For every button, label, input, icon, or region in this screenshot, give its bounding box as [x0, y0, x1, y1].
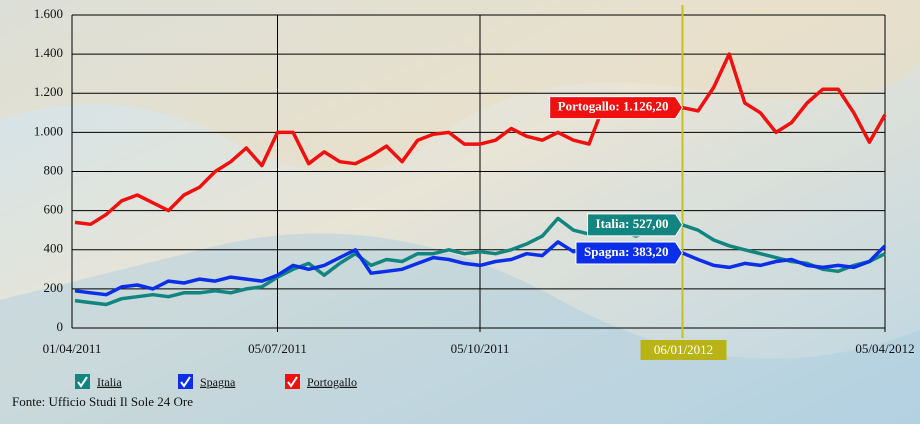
legend-label[interactable]: Spagna — [200, 375, 236, 389]
legend-label[interactable]: Portogallo — [307, 375, 357, 389]
y-tick-label: 1.400 — [34, 45, 63, 60]
legend-checkbox[interactable] — [75, 374, 90, 389]
source-note: Fonte: Ufficio Studi Il Sole 24 Ore — [12, 394, 193, 409]
tooltip-text: Italia: 527,00 — [596, 216, 669, 231]
legend-item[interactable]: Italia — [75, 374, 122, 389]
y-tick-label: 1.600 — [34, 6, 63, 21]
chart: Fonte: Ufficio Studi Il Sole 24 Ore 0 200… — [0, 0, 920, 424]
tooltip: Spagna: 383,20 — [576, 242, 683, 264]
y-tick-label: 800 — [44, 162, 64, 177]
legend-item[interactable]: Spagna — [178, 374, 236, 389]
y-tick-label: 1.200 — [34, 84, 63, 99]
page: {"chart_data": {"type": "line", "source"… — [0, 0, 920, 424]
legend-checkbox[interactable] — [285, 374, 300, 389]
tooltip-text: Spagna: 383,20 — [584, 244, 669, 259]
x-tick-label: 01/04/2011 — [43, 341, 102, 356]
y-tick-label: 1.000 — [34, 123, 63, 138]
legend-checkbox[interactable] — [178, 374, 193, 389]
tooltip: Italia: 527,00 — [588, 214, 683, 236]
legend-item[interactable]: Portogallo — [285, 374, 357, 389]
y-tick-label: 600 — [44, 202, 64, 217]
x-tick-label: 05/10/2011 — [451, 341, 510, 356]
tooltip: Portogallo: 1.126,20 — [550, 97, 683, 119]
x-tick-label: 05/07/2011 — [248, 341, 307, 356]
y-tick-label: 400 — [44, 241, 64, 256]
x-tick-label: 05/04/2012 — [855, 341, 914, 356]
legend-label[interactable]: Italia — [97, 375, 122, 389]
crosshair-date: 06/01/2012 — [654, 342, 713, 357]
y-tick-label: 0 — [57, 319, 64, 334]
tooltip-text: Portogallo: 1.126,20 — [558, 99, 669, 114]
y-tick-label: 200 — [44, 280, 64, 295]
